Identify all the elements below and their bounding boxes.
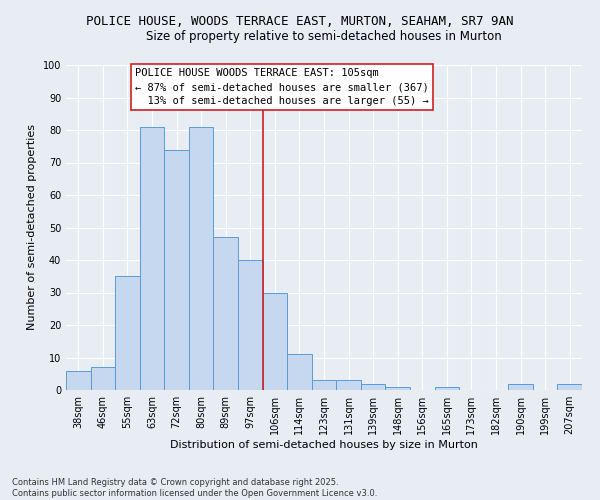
Bar: [361, 384, 385, 390]
Bar: [557, 384, 582, 390]
Bar: [508, 384, 533, 390]
Title: Size of property relative to semi-detached houses in Murton: Size of property relative to semi-detach…: [146, 30, 502, 43]
Text: Contains HM Land Registry data © Crown copyright and database right 2025.
Contai: Contains HM Land Registry data © Crown c…: [12, 478, 377, 498]
Bar: [115, 276, 140, 390]
Bar: [385, 387, 410, 390]
Text: POLICE HOUSE WOODS TERRACE EAST: 105sqm
← 87% of semi-detached houses are smalle: POLICE HOUSE WOODS TERRACE EAST: 105sqm …: [135, 68, 428, 106]
Bar: [312, 380, 336, 390]
Bar: [214, 238, 238, 390]
X-axis label: Distribution of semi-detached houses by size in Murton: Distribution of semi-detached houses by …: [170, 440, 478, 450]
Bar: [164, 150, 189, 390]
Bar: [287, 354, 312, 390]
Bar: [140, 126, 164, 390]
Bar: [263, 292, 287, 390]
Y-axis label: Number of semi-detached properties: Number of semi-detached properties: [27, 124, 37, 330]
Bar: [336, 380, 361, 390]
Bar: [66, 370, 91, 390]
Text: POLICE HOUSE, WOODS TERRACE EAST, MURTON, SEAHAM, SR7 9AN: POLICE HOUSE, WOODS TERRACE EAST, MURTON…: [86, 15, 514, 28]
Bar: [238, 260, 263, 390]
Bar: [434, 387, 459, 390]
Bar: [91, 367, 115, 390]
Bar: [189, 126, 214, 390]
